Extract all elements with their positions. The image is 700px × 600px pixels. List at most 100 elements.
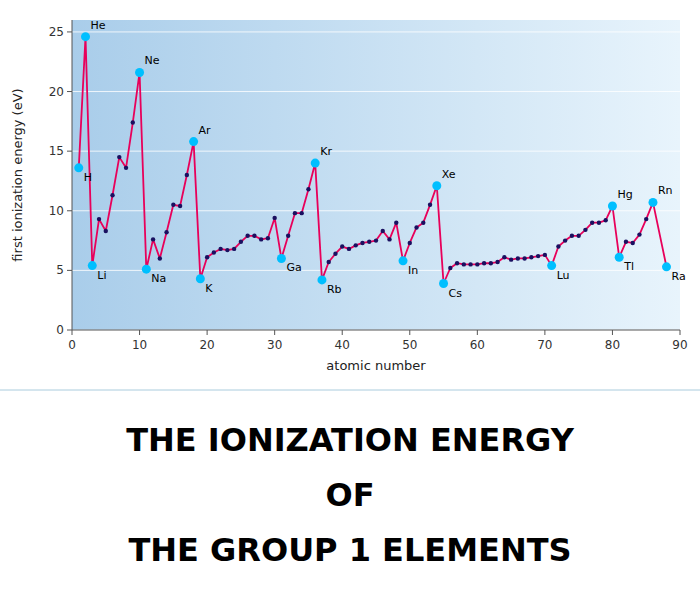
element-label: Ar [199,124,212,137]
grid-line [72,210,680,211]
y-tick [67,210,72,211]
highlight-point [615,253,624,262]
point [354,243,358,247]
point [529,255,533,259]
title-line: OF [325,476,374,514]
grid-line [72,330,680,331]
chart: 05101520250102030405060708090atomic numb… [0,0,700,600]
element-label: In [408,264,418,277]
point [178,204,182,208]
point [603,218,607,222]
highlight-point [662,262,671,271]
y-tick-label: 10 [49,204,64,218]
point [360,241,364,245]
element-label: Ga [286,261,301,274]
highlight-point [196,274,205,283]
point [516,256,520,260]
highlight-point [277,254,286,263]
point [347,247,351,251]
point [543,253,547,257]
point [462,262,466,266]
point [489,261,493,265]
x-tick-label: 50 [402,338,417,352]
point [468,262,472,266]
divider [0,390,700,391]
point [475,262,479,266]
element-label: Na [151,272,166,285]
highlight-point [88,261,97,270]
point [414,225,418,229]
element-label: Hg [617,188,632,201]
point [97,217,101,221]
point [563,238,567,242]
point [286,234,290,238]
grid-line [72,270,680,271]
point [232,247,236,251]
point [117,155,121,159]
x-tick-label: 90 [672,338,687,352]
y-tick [67,151,72,152]
point [272,216,276,220]
x-tick [207,330,208,335]
highlight-point [74,163,83,172]
point [644,217,648,221]
point [509,257,513,261]
x-tick [544,330,545,335]
plot-data [74,32,671,288]
element-label: He [91,19,106,32]
element-label: Xe [442,168,456,181]
x-tick-label: 10 [132,338,147,352]
point [637,232,641,236]
grid-line [72,31,680,32]
highlight-point [142,265,151,274]
element-label: Kr [320,145,332,158]
x-tick-label: 30 [267,338,282,352]
element-label: Li [97,269,106,282]
y-tick [67,31,72,32]
element-label: H [84,171,92,184]
point [590,220,594,224]
highlight-point [439,279,448,288]
x-tick-label: 40 [335,338,350,352]
y-tick-label: 20 [49,85,64,99]
point [104,229,108,233]
y-tick-label: 15 [49,144,64,158]
point [239,240,243,244]
highlight-point [608,202,617,211]
series-line [79,37,667,284]
point [394,220,398,224]
point [110,193,114,197]
y-tick [67,270,72,271]
x-tick [612,330,613,335]
highlight-point [648,198,657,207]
point [502,255,506,259]
element-label: K [205,282,213,295]
point [381,229,385,233]
highlight-point [81,32,90,41]
title-line: THE GROUP 1 ELEMENTS [128,531,571,569]
highlight-point [317,275,326,284]
plot-background [72,20,680,330]
highlight-point [189,137,198,146]
x-tick [680,330,681,335]
point [583,228,587,232]
point [408,241,412,245]
point [367,240,371,244]
point [212,250,216,254]
point [597,220,601,224]
y-tick-label: 25 [49,25,64,39]
point [299,211,303,215]
point [482,261,486,265]
highlight-point [547,261,556,270]
point [374,238,378,242]
x-tick [477,330,478,335]
element-label: Tl [623,260,634,273]
point [631,241,635,245]
point [455,261,459,265]
x-tick-label: 20 [199,338,214,352]
element-label: Lu [557,269,570,282]
x-tick-label: 0 [68,338,76,352]
x-axis-label: atomic number [326,358,426,373]
point [171,203,175,207]
point [428,203,432,207]
